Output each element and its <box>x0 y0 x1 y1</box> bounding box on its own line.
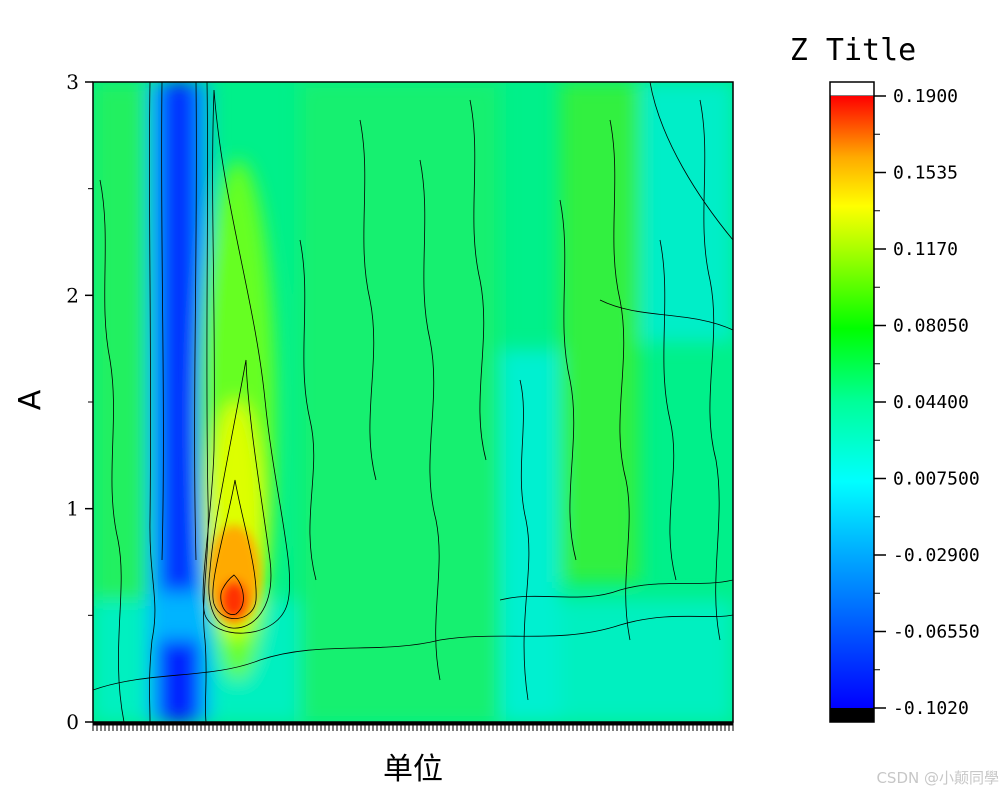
watermark: CSDN @小颠同學 <box>876 769 999 787</box>
field-trough-inner <box>160 82 198 592</box>
colorbar-tick-label: 0.007500 <box>893 469 980 490</box>
field-band-cyan-right <box>640 82 733 342</box>
y-tick-label: 1 <box>66 497 79 521</box>
y-tick-label: 2 <box>66 283 79 307</box>
contour-trough-core-right <box>194 82 197 561</box>
contour-lower-left <box>93 614 733 691</box>
field-band-cyan-mid <box>500 350 560 722</box>
colorbar: Z Title 0.1900 0.1535 0.1170 0.08050 0.04400… <box>790 33 980 723</box>
contour-trough-core-left <box>161 82 164 561</box>
colorbar-title: Z Title <box>790 33 916 68</box>
contour-band-3 <box>419 159 441 681</box>
colorbar-ticks: 0.1900 0.1535 0.1170 0.08050 0.04400 0.007500… <box>874 86 980 719</box>
field-band-green-center <box>300 82 500 722</box>
contour-trough-right <box>203 82 209 722</box>
contour-ridge-outer <box>202 89 291 634</box>
colorbar-tick-label: 0.04400 <box>893 392 969 413</box>
contour-peak <box>220 574 244 615</box>
x-minor-ticks <box>92 722 734 731</box>
colorbar-tick-label: -0.1020 <box>893 698 969 719</box>
colorbar-under-swatch <box>830 708 874 722</box>
y-tick-label: 0 <box>66 710 79 734</box>
y-axis-ticks: 0 1 2 3 <box>66 70 93 734</box>
contour-band-6 <box>559 199 577 561</box>
colorbar-over-swatch <box>829 81 875 97</box>
colorbar-tick-label: -0.06550 <box>893 622 980 643</box>
contour-ridge-mid <box>208 359 272 629</box>
colorbar-tick-label: 0.1900 <box>893 86 958 107</box>
contour-trough-left <box>149 82 156 722</box>
field-band-green-top <box>560 82 640 582</box>
colorbar-gradient <box>830 96 874 708</box>
contour-band-8 <box>659 239 677 581</box>
contour-band-5 <box>519 379 530 701</box>
contour-left-wiggle <box>99 179 125 722</box>
colorbar-tick-label: 0.08050 <box>893 316 969 337</box>
field-trough-bottom <box>158 640 200 722</box>
contour-lower-right <box>499 579 733 601</box>
contour-lines <box>93 82 733 722</box>
contour-mid-right <box>599 299 733 331</box>
contour-band-4 <box>469 99 487 461</box>
contour-band-9 <box>699 99 721 641</box>
x-axis-title: 单位 <box>383 752 443 787</box>
contour-ridge-inner <box>212 479 257 620</box>
contour-band-2 <box>359 119 377 481</box>
colorbar-tick-label: 0.1535 <box>893 163 958 184</box>
peak-red <box>220 580 248 620</box>
field-features <box>93 82 733 722</box>
contour-band-7 <box>609 119 631 641</box>
contour-upper-right <box>649 82 733 241</box>
y-tick-label: 3 <box>66 70 79 94</box>
y-axis-title: A <box>13 389 48 410</box>
contour-band-1 <box>299 239 317 581</box>
plot-area <box>93 82 733 722</box>
colorbar-tick-label: -0.02900 <box>893 545 980 566</box>
colorbar-tick-label: 0.1170 <box>893 239 958 260</box>
